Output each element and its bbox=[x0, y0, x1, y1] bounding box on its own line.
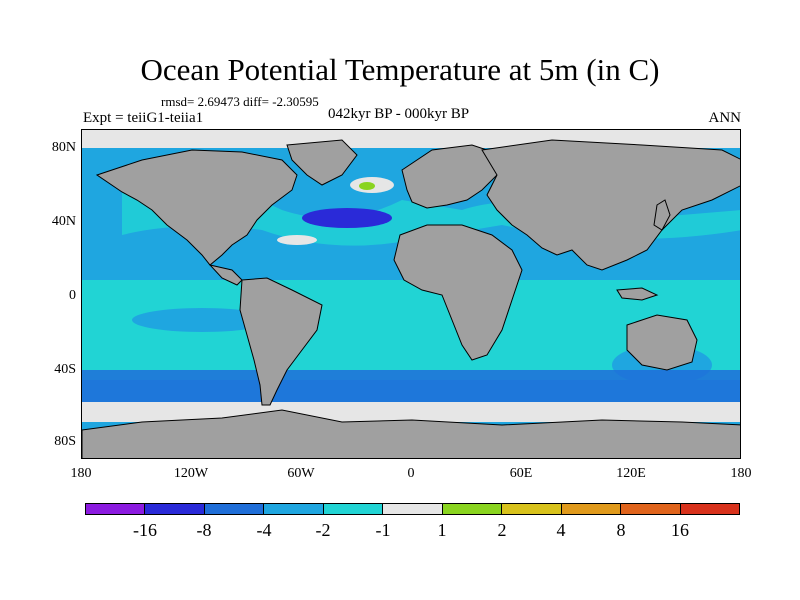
japan bbox=[653, 199, 671, 231]
lon-tick-180w: 180 bbox=[70, 466, 92, 481]
colorbar bbox=[85, 503, 740, 515]
indonesia bbox=[616, 287, 659, 301]
pacific-cool-patch bbox=[132, 308, 272, 332]
southern-ice-band bbox=[82, 402, 740, 422]
colorbar-label: 1 bbox=[437, 520, 447, 540]
australia bbox=[626, 314, 698, 371]
lon-tick-120e: 120E bbox=[616, 466, 646, 481]
colorbar-label: 16 bbox=[671, 520, 689, 540]
colorbar-segment bbox=[442, 504, 503, 514]
greenland bbox=[286, 139, 358, 186]
colorbar-segment bbox=[680, 504, 739, 514]
colorbar-segment bbox=[621, 504, 681, 514]
lon-tick-120w: 120W bbox=[173, 466, 209, 481]
lat-tick-40s: 40S bbox=[54, 362, 76, 377]
colorbar-segment bbox=[204, 504, 265, 514]
colorbar-segment bbox=[561, 504, 622, 514]
map-title: Ocean Potential Temperature at 5m (in C) bbox=[140, 52, 660, 87]
central-america bbox=[208, 264, 243, 286]
north-america bbox=[95, 149, 298, 266]
colorbar-label: 8 bbox=[616, 520, 626, 540]
lon-tick-180e: 180 bbox=[730, 466, 752, 481]
lon-tick-0: 0 bbox=[407, 466, 415, 481]
lon-tick-60w: 60W bbox=[287, 466, 315, 481]
colorbar-label: -16 bbox=[133, 520, 157, 540]
colorbar-label: -2 bbox=[315, 520, 331, 540]
colorbar-segment bbox=[145, 504, 205, 514]
season-label: ANN bbox=[708, 110, 742, 126]
experiment-label: Expt = teiiG1-teiia1 bbox=[83, 110, 204, 126]
lat-tick-40n: 40N bbox=[51, 214, 76, 229]
lat-tick-0: 0 bbox=[69, 288, 76, 303]
south-america bbox=[239, 277, 323, 406]
lat-tick-80s: 80S bbox=[54, 434, 76, 449]
warm-anomaly-patch bbox=[359, 182, 375, 190]
africa bbox=[393, 224, 523, 361]
colorbar-segment bbox=[502, 504, 562, 514]
colorbar-segment bbox=[86, 504, 146, 514]
europe bbox=[401, 144, 503, 209]
antarctica bbox=[82, 409, 740, 458]
north-atlantic-cold-anomaly bbox=[302, 208, 392, 228]
asia bbox=[481, 139, 740, 271]
lon-tick-60e: 60E bbox=[509, 466, 533, 481]
colorbar-label: -1 bbox=[375, 520, 391, 540]
colorbar-segment bbox=[383, 504, 443, 514]
world-map bbox=[82, 130, 740, 458]
lat-tick-80n: 80N bbox=[51, 140, 76, 155]
land-masses bbox=[82, 139, 740, 458]
colorbar-label: 2 bbox=[497, 520, 507, 540]
colorbar-segment bbox=[323, 504, 384, 514]
southern-anomaly-band bbox=[82, 370, 740, 405]
stats-text: rmsd= 2.69473 diff= -2.30595 bbox=[161, 94, 319, 109]
colorbar-label: 4 bbox=[556, 520, 566, 540]
map-panel bbox=[81, 129, 741, 459]
gulf-ice-patch bbox=[277, 235, 317, 245]
colorbar-label: -4 bbox=[256, 520, 272, 540]
colorbar-segment bbox=[264, 504, 324, 514]
colorbar-label: -8 bbox=[196, 520, 212, 540]
period-label: 042kyr BP - 000kyr BP bbox=[328, 106, 470, 122]
